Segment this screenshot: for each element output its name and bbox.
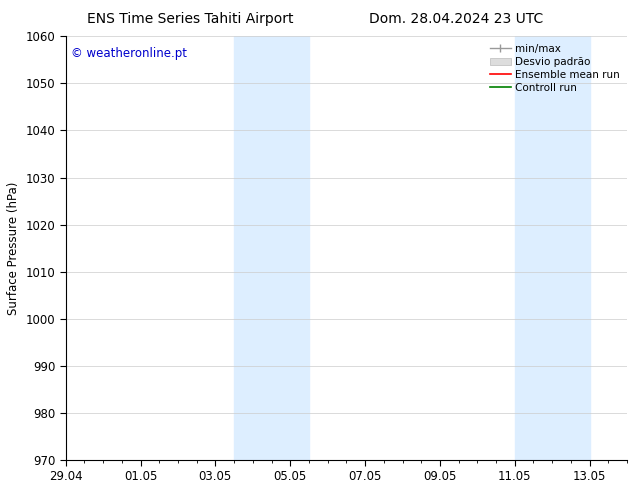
Y-axis label: Surface Pressure (hPa): Surface Pressure (hPa) xyxy=(7,181,20,315)
Text: © weatheronline.pt: © weatheronline.pt xyxy=(71,47,187,60)
Legend: min/max, Desvio padrão, Ensemble mean run, Controll run: min/max, Desvio padrão, Ensemble mean ru… xyxy=(488,42,622,95)
Bar xyxy=(515,36,590,460)
Text: Dom. 28.04.2024 23 UTC: Dom. 28.04.2024 23 UTC xyxy=(370,12,543,26)
Bar xyxy=(234,36,309,460)
Text: ENS Time Series Tahiti Airport: ENS Time Series Tahiti Airport xyxy=(87,12,294,26)
